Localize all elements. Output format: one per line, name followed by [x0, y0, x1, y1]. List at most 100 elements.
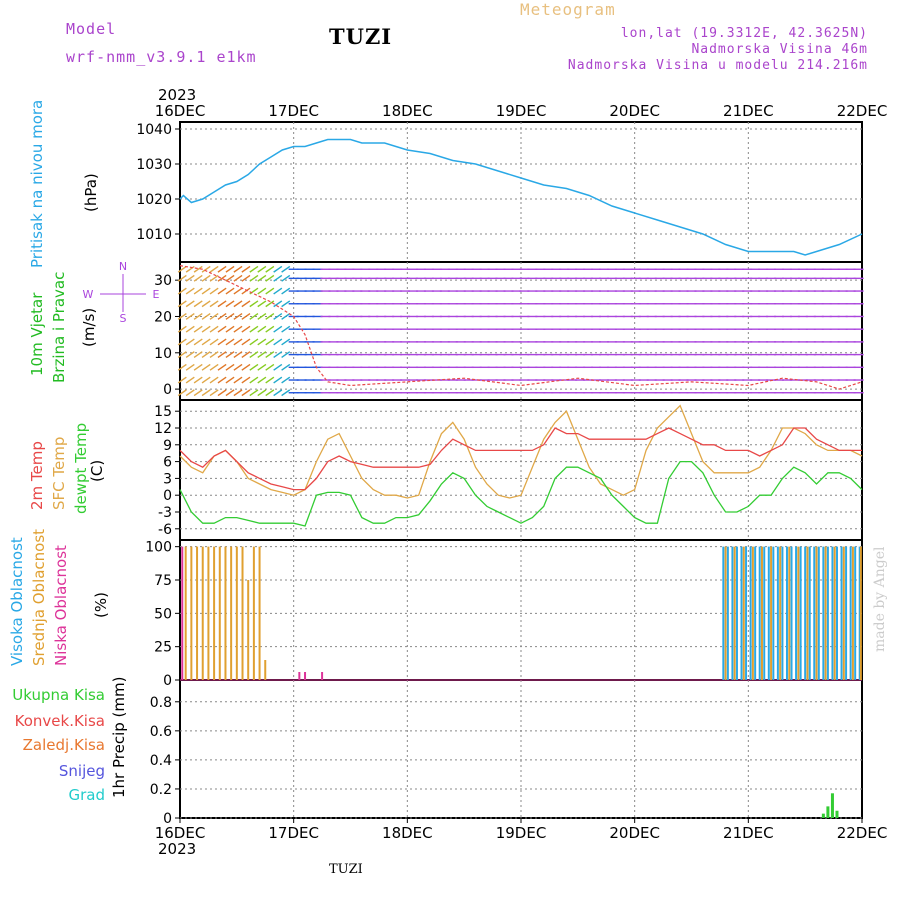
y-tick-label: 100: [145, 540, 172, 556]
y-tick-label: 1010: [136, 227, 172, 243]
wind-barb: [265, 325, 275, 333]
wind-barb: [273, 265, 283, 273]
wind-barb: [193, 338, 203, 346]
compass-e-label: E: [153, 288, 160, 301]
wind-barb: [257, 265, 267, 273]
wind-barb: [201, 300, 211, 308]
wind-barb: [209, 265, 219, 273]
wind-barb: [193, 300, 203, 308]
wind-barb: [201, 338, 211, 346]
y-tick-label: 12: [154, 421, 172, 437]
wind-barb: [249, 325, 259, 333]
wind-barb: [233, 300, 243, 308]
y-tick-label: -3: [158, 505, 172, 521]
wind-barb: [185, 274, 195, 282]
station-title: TUZI: [329, 24, 393, 49]
coords-text: lon,lat (19.3312E, 42.3625N): [620, 26, 868, 41]
dewpt-line: [179, 460, 863, 527]
footer-station: TUZI: [329, 862, 363, 877]
wind-barb: [193, 376, 203, 384]
elevation-text: Nadmorska Visina 46m: [691, 42, 868, 57]
y-tick-label: 6: [163, 455, 172, 471]
wind-barb: [201, 351, 211, 359]
wind-barb: [249, 351, 259, 359]
wind-barb: [233, 325, 243, 333]
wind-barb: [209, 325, 219, 333]
y-tick-label: 0: [163, 673, 172, 689]
wind-barb: [217, 338, 227, 346]
wind-barb: [209, 274, 219, 282]
wind-barb: [241, 274, 251, 282]
wind-barb: [209, 300, 219, 308]
y-tick-label: -6: [158, 522, 172, 538]
wind-barb: [281, 274, 291, 282]
x-tick-label-top: 16DEC: [155, 102, 206, 120]
t2m-line: [179, 427, 862, 491]
x-tick-label-bottom: 19DEC: [496, 824, 547, 842]
x-tick-label-bottom: 20DEC: [609, 824, 660, 842]
wind-barb: [233, 363, 243, 371]
y-tick-label: 75: [154, 573, 172, 589]
wind-barb: [241, 376, 251, 384]
wind-barb: [225, 325, 235, 333]
sfc-temp-line: [179, 404, 863, 499]
x-tick-label-bottom: 16DEC: [155, 824, 206, 842]
wind-barb: [233, 376, 243, 384]
wind-barb: [257, 389, 267, 397]
wind-barb: [177, 274, 187, 282]
wind-barb: [241, 389, 251, 397]
wind-barb: [249, 338, 259, 346]
wind-barb: [217, 287, 227, 295]
wind-barb: [265, 338, 275, 346]
wind-speed-line: [179, 265, 863, 390]
wind-barb: [201, 274, 211, 282]
y-tick-label: 0.2: [150, 782, 172, 798]
wind-barb: [257, 313, 267, 320]
wind-barb: [281, 265, 291, 273]
pressure-line: [179, 138, 863, 256]
wind-barb: [241, 313, 251, 320]
wind-barb: [177, 265, 187, 273]
wind-barb: [209, 338, 219, 346]
wind-barb: [201, 325, 211, 333]
x-tick-label-top: 21DEC: [723, 102, 774, 120]
wind-barb: [177, 313, 187, 320]
wind-barb: [249, 363, 259, 371]
wind-barb: [281, 376, 291, 384]
wind-barb: [281, 300, 291, 308]
wind-barb: [193, 351, 203, 359]
wind-barb: [177, 389, 187, 397]
wind-barb: [273, 313, 283, 320]
wind-barb: [249, 389, 259, 397]
wind-barb: [209, 363, 219, 371]
wind-barb: [281, 363, 291, 371]
x-tick-label-top: 22DEC: [837, 102, 888, 120]
x-tick-label-bottom: 18DEC: [382, 824, 433, 842]
wind-barb: [257, 274, 267, 282]
wind-barb: [241, 265, 251, 273]
legend-rain-total: Ukupna Kisa: [12, 686, 105, 704]
y-tick-label: 1030: [136, 157, 172, 173]
wind-barb: [273, 325, 283, 333]
wind-barb: [241, 338, 251, 346]
wind-barb: [281, 389, 291, 397]
wind-barb: [201, 389, 211, 397]
wind-barb: [225, 351, 235, 359]
wind-barb: [257, 300, 267, 308]
y-tick-label: 9: [163, 438, 172, 454]
wind-barb: [265, 389, 275, 397]
wind-barb: [233, 274, 243, 282]
wind-barb: [201, 376, 211, 384]
wind-barb: [193, 389, 203, 397]
wind-barb: [233, 265, 243, 273]
wind-barb: [185, 300, 195, 308]
y-tick-label: 20: [154, 309, 172, 325]
wind-barb: [177, 351, 187, 359]
legend-hail: Grad: [68, 786, 105, 804]
y-tick-label: 0.8: [150, 695, 172, 711]
wind-barb: [257, 351, 267, 359]
wind-barb: [185, 325, 195, 333]
wind-barb: [281, 287, 291, 295]
precip-bar: [821, 813, 825, 818]
wind-barb: [273, 363, 283, 371]
